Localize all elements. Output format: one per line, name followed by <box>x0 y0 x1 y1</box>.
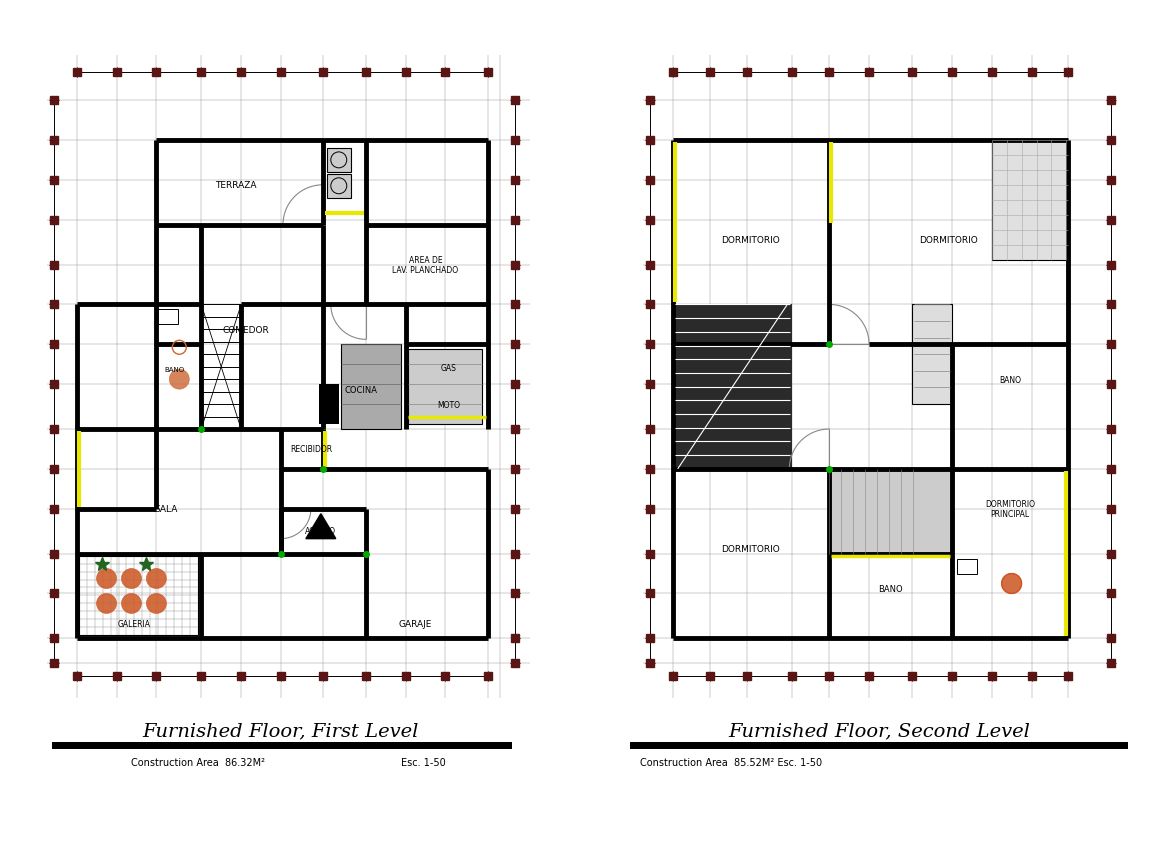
Text: BANO: BANO <box>999 375 1021 384</box>
Bar <box>991 141 1068 260</box>
Text: Furnished Floor, First Level: Furnished Floor, First Level <box>142 722 419 740</box>
Circle shape <box>147 594 167 614</box>
Bar <box>408 350 483 424</box>
Text: AREA DE
LAV. PLANCHADO: AREA DE LAV. PLANCHADO <box>393 256 458 275</box>
Text: DORMITORIO: DORMITORIO <box>722 236 780 245</box>
Text: TERRAZA: TERRAZA <box>216 181 257 190</box>
Text: COCINA: COCINA <box>344 385 378 394</box>
Text: Construction Area  85.52M² Esc. 1-50: Construction Area 85.52M² Esc. 1-50 <box>640 757 822 767</box>
Circle shape <box>97 594 117 614</box>
Text: GALERIA: GALERIA <box>118 619 150 629</box>
Bar <box>340 345 401 430</box>
Bar <box>326 175 351 199</box>
Text: DORMITORIO: DORMITORIO <box>920 236 978 245</box>
Bar <box>673 305 793 469</box>
Bar <box>318 385 339 424</box>
Text: Construction Area  86.32M²: Construction Area 86.32M² <box>132 757 266 767</box>
Circle shape <box>1002 574 1021 594</box>
Bar <box>912 305 951 405</box>
Bar <box>326 149 351 173</box>
Text: SALA: SALA <box>155 505 178 514</box>
Text: ACCESO: ACCESO <box>305 527 336 536</box>
Circle shape <box>121 569 141 589</box>
Bar <box>159 310 178 325</box>
Bar <box>630 742 1129 749</box>
Bar <box>78 556 198 635</box>
Text: BANO: BANO <box>878 585 902 593</box>
Text: BANO: BANO <box>164 367 184 373</box>
Circle shape <box>147 569 167 589</box>
Bar <box>51 742 512 749</box>
Text: DORMITORIO: DORMITORIO <box>722 544 780 554</box>
Text: GARAJE: GARAJE <box>399 619 433 629</box>
Text: GAS: GAS <box>441 363 456 372</box>
Polygon shape <box>305 514 336 539</box>
Text: MOTO: MOTO <box>437 400 459 409</box>
Bar <box>957 559 977 574</box>
Circle shape <box>97 569 117 589</box>
Text: RECIBIDOR: RECIBIDOR <box>290 445 332 454</box>
Bar <box>829 469 951 554</box>
Text: Esc. 1-50: Esc. 1-50 <box>401 757 445 767</box>
Text: DORMITORIO
PRINCIPAL: DORMITORIO PRINCIPAL <box>985 499 1035 519</box>
Circle shape <box>121 594 141 614</box>
Text: COMEDOR: COMEDOR <box>223 325 269 334</box>
Circle shape <box>169 369 189 390</box>
Text: Furnished Floor, Second Level: Furnished Floor, Second Level <box>728 722 1030 740</box>
